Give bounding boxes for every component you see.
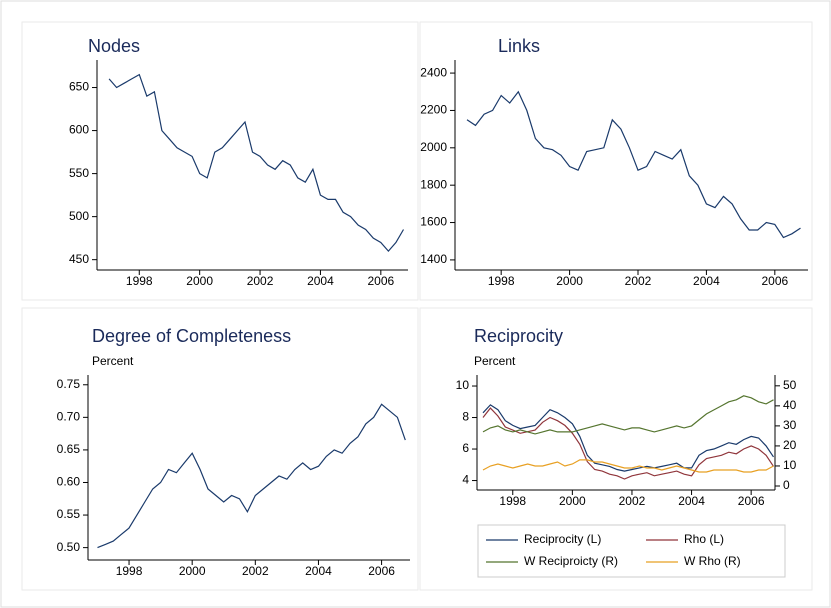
x-tick-label: 2000 bbox=[179, 564, 206, 578]
chart-title: Degree of Completeness bbox=[92, 326, 291, 346]
panel bbox=[21, 307, 419, 591]
x-tick-label: 2002 bbox=[242, 564, 269, 578]
y-tick-label: 2200 bbox=[420, 103, 447, 117]
y-tick-label: 550 bbox=[69, 166, 89, 180]
y2-tick-label: 0 bbox=[783, 478, 790, 492]
y-tick-label: 8 bbox=[462, 410, 469, 424]
x-tick-label: 2004 bbox=[693, 274, 720, 288]
y-tick-label: 0.55 bbox=[57, 507, 81, 521]
y2-tick-label: 20 bbox=[783, 438, 797, 452]
legend-label: W Rho (R) bbox=[684, 554, 741, 568]
series-line bbox=[482, 395, 774, 435]
legend-label: W Reciproicty (R) bbox=[524, 554, 618, 568]
legend-label: Rho (L) bbox=[684, 532, 724, 546]
x-tick-label: 2000 bbox=[559, 494, 586, 508]
series-line bbox=[482, 459, 774, 473]
y-tick-label: 4 bbox=[462, 473, 469, 487]
legend-box bbox=[477, 524, 786, 578]
x-tick-label: 2000 bbox=[186, 274, 213, 288]
x-tick-label: 1998 bbox=[499, 494, 526, 508]
x-tick-label: 2002 bbox=[247, 274, 274, 288]
panel bbox=[21, 21, 419, 301]
x-tick-label: 2004 bbox=[307, 274, 334, 288]
y2-tick-label: 30 bbox=[783, 418, 797, 432]
y-tick-label: 0.50 bbox=[57, 540, 81, 554]
y-tick-label: 600 bbox=[69, 123, 89, 137]
y-tick-label: 2000 bbox=[420, 140, 447, 154]
x-tick-label: 1998 bbox=[488, 274, 515, 288]
legend-label: Reciprocity (L) bbox=[524, 532, 601, 546]
y-tick-label: 500 bbox=[69, 209, 89, 223]
y2-tick-label: 40 bbox=[783, 398, 797, 412]
chart-subtitle: Percent bbox=[92, 354, 134, 368]
series-line bbox=[466, 90, 801, 239]
chart-title: Reciprocity bbox=[474, 326, 563, 346]
y-tick-label: 6 bbox=[462, 441, 469, 455]
series-line bbox=[97, 403, 406, 549]
x-tick-label: 2006 bbox=[761, 274, 788, 288]
x-tick-label: 2000 bbox=[556, 274, 583, 288]
y-tick-label: 1800 bbox=[420, 177, 447, 191]
panel bbox=[419, 21, 813, 301]
x-tick-label: 2002 bbox=[625, 274, 652, 288]
y-tick-label: 1600 bbox=[420, 215, 447, 229]
series-line bbox=[482, 407, 774, 480]
x-tick-label: 2004 bbox=[678, 494, 705, 508]
series-line bbox=[482, 404, 774, 472]
x-tick-label: 1998 bbox=[126, 274, 153, 288]
chart-title: Links bbox=[498, 36, 540, 56]
y-tick-label: 0.60 bbox=[57, 475, 81, 489]
x-tick-label: 2006 bbox=[738, 494, 765, 508]
x-tick-label: 1998 bbox=[116, 564, 143, 578]
y2-tick-label: 50 bbox=[783, 378, 797, 392]
y-tick-label: 650 bbox=[69, 80, 89, 94]
y2-tick-label: 10 bbox=[783, 458, 797, 472]
x-tick-label: 2006 bbox=[368, 564, 395, 578]
x-tick-label: 2006 bbox=[367, 274, 394, 288]
y-tick-label: 450 bbox=[69, 252, 89, 266]
chart-subtitle: Percent bbox=[474, 354, 516, 368]
y-tick-label: 0.70 bbox=[57, 410, 81, 424]
x-tick-label: 2004 bbox=[305, 564, 332, 578]
y-tick-label: 0.65 bbox=[57, 442, 81, 456]
y-tick-label: 0.75 bbox=[57, 377, 81, 391]
x-tick-label: 2002 bbox=[619, 494, 646, 508]
y-tick-label: 1400 bbox=[420, 252, 447, 266]
y-tick-label: 10 bbox=[456, 378, 470, 392]
y-tick-label: 2400 bbox=[420, 65, 447, 79]
chart-title: Nodes bbox=[88, 36, 140, 56]
series-line bbox=[108, 73, 405, 253]
